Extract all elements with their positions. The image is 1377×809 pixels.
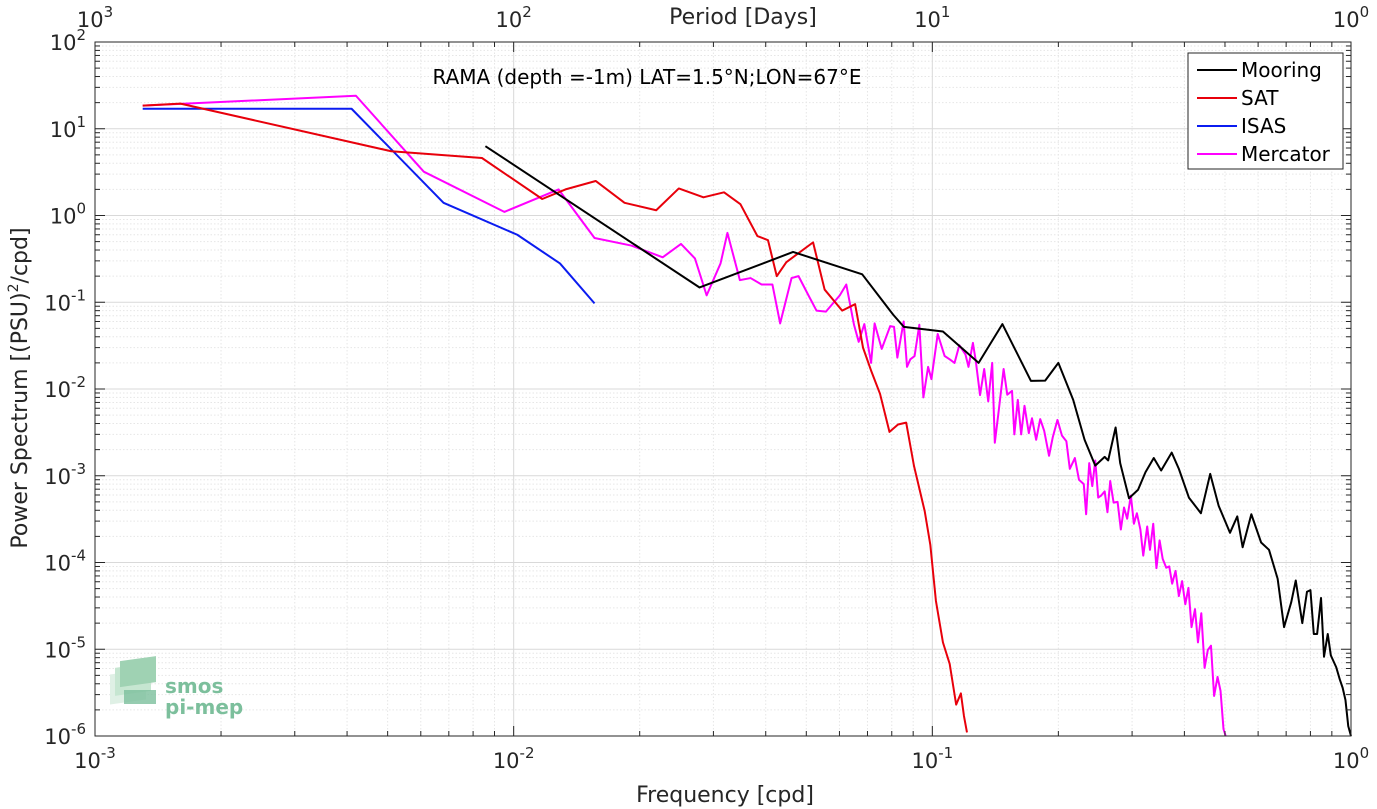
tick-marks — [94, 41, 1352, 737]
top-tick-label: 101 — [914, 3, 950, 32]
y-axis-title: Power Spectrum [(PSU)2/cpd] — [6, 227, 33, 548]
series-line-isas — [142, 107, 596, 305]
top-tick-label: 103 — [77, 3, 113, 32]
y-tick-label: 100 — [50, 200, 86, 229]
legend-box — [1187, 52, 1344, 170]
y-tick-label: 101 — [50, 113, 86, 142]
annotation-text: RAMA (depth =-1m) LAT=1.5°N;LON=67°E — [433, 65, 862, 89]
x-axis-title: Frequency [cpd] — [636, 783, 814, 808]
y-tick-label: 102 — [50, 26, 86, 55]
y-tick-label: 10-2 — [44, 373, 86, 402]
legend-label-mercator: Mercator — [1241, 142, 1331, 166]
legend-label-sat: SAT — [1241, 86, 1279, 110]
top-tick-label: 100 — [1333, 3, 1369, 32]
y-tick-label: 10-6 — [44, 720, 86, 749]
legend-label-mooring: Mooring — [1241, 58, 1322, 82]
series-line-mooring — [484, 145, 1352, 737]
y-axis-title-main: Power Spectrum [(PSU) — [8, 292, 33, 548]
top-tick-label: 102 — [496, 3, 532, 32]
legend-label-isas: ISAS — [1241, 114, 1286, 138]
logo-text-smos: smos — [165, 674, 223, 698]
y-tick-label: 10-3 — [44, 460, 86, 489]
x-tick-label: 100 — [1333, 744, 1369, 773]
y-axis-title-tail: /cpd] — [8, 227, 33, 283]
x-tick-label: 10-1 — [911, 744, 953, 773]
y-axis-title-superscript: 2 — [6, 283, 22, 292]
top-axis-title: Period [Days] — [669, 5, 817, 30]
y-tick-label: 10-4 — [44, 547, 86, 576]
logo-layer-3 — [120, 656, 156, 688]
x-tick-label: 10-3 — [74, 744, 116, 773]
series-line-mercator — [142, 94, 1227, 737]
smos-pimep-logo: smos pi-mep — [110, 656, 243, 719]
x-tick-label: 10-2 — [493, 744, 535, 773]
legend: Mooring SAT ISAS Mercator — [1187, 52, 1344, 170]
y-tick-label: 10-5 — [44, 633, 86, 662]
series-line-sat — [142, 102, 968, 733]
y-tick-label: 10-1 — [44, 286, 86, 315]
series-layer — [142, 94, 1352, 737]
logo-layer-4 — [124, 690, 156, 704]
logo-text-pimep: pi-mep — [165, 695, 243, 719]
